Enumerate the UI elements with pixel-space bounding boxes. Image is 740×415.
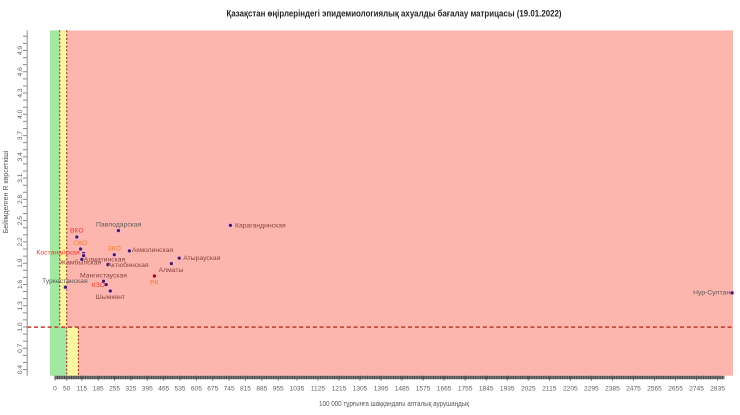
- svg-text:2.8: 2.8: [17, 194, 24, 203]
- svg-text:185: 185: [93, 385, 104, 392]
- svg-text:1395: 1395: [374, 385, 389, 392]
- svg-text:2115: 2115: [542, 385, 557, 392]
- svg-text:Актюбинская: Актюбинская: [107, 261, 149, 269]
- svg-text:255: 255: [109, 385, 120, 392]
- svg-text:745: 745: [224, 385, 235, 392]
- svg-text:СКО: СКО: [73, 240, 87, 247]
- svg-text:Жамбылская: Жамбылская: [60, 258, 102, 266]
- svg-text:Бейімделген R көрсеткіші: Бейімделген R көрсеткіші: [2, 150, 10, 233]
- svg-text:1215: 1215: [332, 385, 347, 392]
- svg-text:ЗКО: ЗКО: [108, 246, 121, 253]
- svg-text:Шымкент: Шымкент: [96, 294, 125, 301]
- svg-text:100 000 тұрғынға шаққандағы ап: 100 000 тұрғынға шаққандағы апталық ауру…: [319, 399, 470, 408]
- svg-text:1935: 1935: [500, 385, 515, 392]
- svg-text:1125: 1125: [311, 385, 326, 392]
- svg-text:3.7: 3.7: [17, 131, 24, 140]
- svg-text:4.9: 4.9: [17, 46, 24, 55]
- svg-text:Костанайская: Костанайская: [36, 248, 80, 256]
- svg-text:РК: РК: [150, 280, 159, 287]
- svg-text:815: 815: [240, 385, 251, 392]
- svg-text:4.6: 4.6: [17, 67, 24, 76]
- svg-text:325: 325: [125, 385, 136, 392]
- svg-text:0.4: 0.4: [17, 365, 24, 374]
- svg-text:1305: 1305: [353, 385, 368, 392]
- svg-text:2385: 2385: [605, 385, 620, 392]
- svg-text:2565: 2565: [647, 385, 662, 392]
- svg-text:2295: 2295: [584, 385, 599, 392]
- svg-text:Туркестанская: Туркестанская: [42, 278, 88, 285]
- svg-text:2655: 2655: [668, 385, 683, 392]
- svg-text:Акмолинская: Акмолинская: [132, 247, 174, 254]
- svg-text:2475: 2475: [626, 385, 641, 392]
- svg-text:Атырауская: Атырауская: [183, 255, 220, 262]
- svg-text:Карагандинская: Карагандинская: [235, 222, 286, 229]
- svg-text:1.6: 1.6: [17, 280, 24, 289]
- svg-text:2745: 2745: [689, 385, 704, 392]
- svg-text:2.5: 2.5: [17, 216, 24, 225]
- svg-text:115: 115: [77, 385, 88, 392]
- svg-text:Алматинская: Алматинская: [84, 256, 126, 263]
- svg-text:535: 535: [175, 385, 186, 392]
- svg-text:2.2: 2.2: [17, 237, 24, 246]
- svg-text:3.1: 3.1: [17, 173, 24, 182]
- svg-text:1485: 1485: [395, 385, 410, 392]
- svg-text:1.3: 1.3: [17, 301, 24, 310]
- svg-text:3.4: 3.4: [17, 152, 24, 161]
- svg-text:1665: 1665: [437, 385, 452, 392]
- svg-text:2835: 2835: [710, 385, 725, 392]
- svg-text:Алматы: Алматы: [159, 267, 184, 274]
- svg-text:Мангистауская: Мангистауская: [80, 273, 127, 280]
- svg-text:4.0: 4.0: [17, 109, 24, 118]
- svg-text:Павлодарская: Павлодарская: [96, 222, 142, 229]
- svg-text:955: 955: [273, 385, 284, 392]
- svg-text:885: 885: [256, 385, 267, 392]
- svg-text:1755: 1755: [458, 385, 473, 392]
- svg-text:КЗО: КЗО: [92, 282, 105, 289]
- svg-text:50: 50: [63, 385, 71, 392]
- svg-text:1.9: 1.9: [17, 258, 24, 267]
- svg-text:1575: 1575: [416, 385, 431, 392]
- svg-text:1.0: 1.0: [17, 322, 24, 331]
- svg-text:465: 465: [158, 385, 169, 392]
- svg-text:4.3: 4.3: [17, 88, 24, 97]
- svg-text:2205: 2205: [563, 385, 578, 392]
- svg-text:0: 0: [53, 385, 57, 392]
- svg-text:675: 675: [207, 385, 218, 392]
- svg-text:Қазақстан өңірлеріндегі эпидем: Қазақстан өңірлеріндегі эпидемиологиялық…: [227, 9, 562, 19]
- svg-text:0.7: 0.7: [17, 343, 24, 352]
- svg-text:1035: 1035: [290, 385, 305, 392]
- svg-text:2025: 2025: [521, 385, 536, 392]
- svg-text:ВКО: ВКО: [70, 227, 84, 234]
- svg-text:395: 395: [142, 385, 153, 392]
- svg-text:605: 605: [191, 385, 202, 392]
- svg-text:1845: 1845: [479, 385, 494, 392]
- svg-text:Нур-Султан: Нур-Султан: [693, 290, 730, 297]
